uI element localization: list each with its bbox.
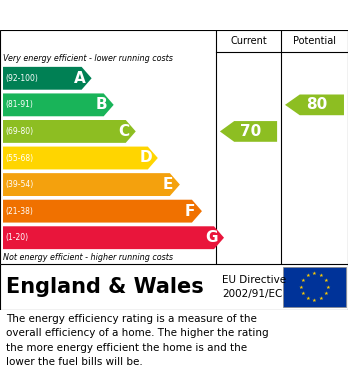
Text: ★: ★ — [306, 296, 310, 301]
Polygon shape — [285, 95, 344, 115]
Text: The energy efficiency rating is a measure of the
overall efficiency of a home. T: The energy efficiency rating is a measur… — [6, 314, 269, 367]
Polygon shape — [3, 67, 92, 90]
Text: ★: ★ — [325, 285, 330, 289]
Text: Potential: Potential — [293, 36, 336, 46]
Text: ★: ★ — [324, 291, 328, 296]
Text: ★: ★ — [306, 273, 310, 278]
Text: (39-54): (39-54) — [5, 180, 33, 189]
Text: E: E — [163, 177, 173, 192]
Text: EU Directive
2002/91/EC: EU Directive 2002/91/EC — [222, 275, 286, 299]
Text: B: B — [96, 97, 108, 112]
Text: ★: ★ — [312, 271, 317, 276]
Text: Energy Efficiency Rating: Energy Efficiency Rating — [10, 7, 232, 23]
Text: C: C — [118, 124, 129, 139]
Polygon shape — [3, 226, 224, 249]
Text: ★: ★ — [301, 291, 306, 296]
Text: D: D — [140, 151, 152, 165]
Polygon shape — [220, 121, 277, 142]
Polygon shape — [3, 120, 136, 143]
Text: Current: Current — [230, 36, 267, 46]
Polygon shape — [3, 93, 114, 116]
Text: ★: ★ — [301, 278, 306, 283]
Text: ★: ★ — [319, 273, 324, 278]
Text: ★: ★ — [319, 296, 324, 301]
Polygon shape — [3, 147, 158, 169]
Text: (69-80): (69-80) — [5, 127, 33, 136]
Text: (21-38): (21-38) — [5, 206, 33, 216]
Polygon shape — [3, 173, 180, 196]
Text: (55-68): (55-68) — [5, 154, 33, 163]
Text: England & Wales: England & Wales — [6, 277, 204, 297]
Text: F: F — [185, 204, 195, 219]
Text: 70: 70 — [240, 124, 261, 139]
Text: (92-100): (92-100) — [5, 74, 38, 83]
Text: A: A — [74, 71, 86, 86]
Polygon shape — [3, 200, 202, 222]
Text: G: G — [206, 230, 218, 245]
Bar — [283, 267, 346, 307]
Text: Not energy efficient - higher running costs: Not energy efficient - higher running co… — [3, 253, 173, 262]
Text: ★: ★ — [299, 285, 304, 289]
Text: ★: ★ — [312, 298, 317, 303]
Text: Very energy efficient - lower running costs: Very energy efficient - lower running co… — [3, 54, 173, 63]
Text: (81-91): (81-91) — [5, 100, 33, 109]
Text: (1-20): (1-20) — [5, 233, 28, 242]
Text: 80: 80 — [306, 97, 327, 112]
Text: ★: ★ — [324, 278, 328, 283]
